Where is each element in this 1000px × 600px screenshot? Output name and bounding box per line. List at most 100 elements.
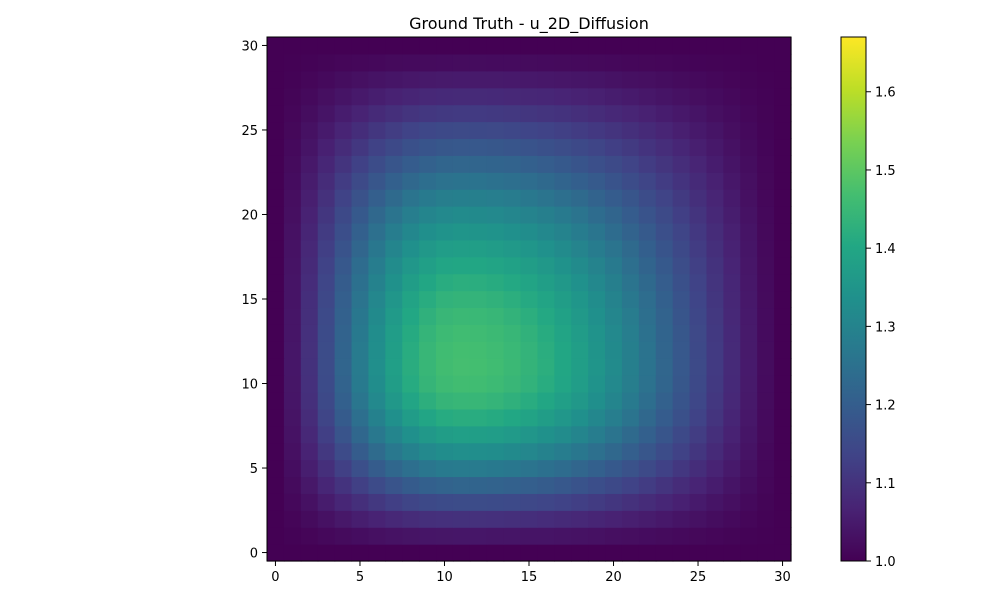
heatmap-cell bbox=[723, 290, 741, 309]
heatmap-cell bbox=[317, 290, 336, 309]
heatmap-cell bbox=[402, 222, 420, 241]
heatmap-cell bbox=[351, 189, 370, 207]
heatmap-cell bbox=[300, 391, 319, 410]
heatmap-cell bbox=[469, 256, 488, 275]
heatmap-cell bbox=[486, 155, 505, 173]
heatmap-cell bbox=[605, 70, 623, 89]
heatmap-cell bbox=[419, 510, 437, 528]
heatmap-cell bbox=[740, 104, 758, 123]
heatmap-cell bbox=[351, 155, 370, 173]
heatmap-cell bbox=[689, 53, 708, 72]
heatmap-cell bbox=[351, 53, 370, 72]
heatmap-cell bbox=[757, 222, 775, 241]
heatmap-cell bbox=[419, 358, 437, 376]
heatmap-cell bbox=[385, 37, 403, 55]
heatmap-cell bbox=[385, 375, 403, 393]
heatmap-cell bbox=[740, 476, 758, 494]
colorbar-tick-label: 1.6 bbox=[875, 86, 896, 101]
heatmap-cell bbox=[672, 290, 691, 309]
heatmap-cell bbox=[537, 87, 555, 106]
heatmap-cell bbox=[503, 53, 522, 72]
heatmap-cell bbox=[537, 527, 555, 545]
heatmap-cell bbox=[267, 87, 285, 106]
heatmap-cell bbox=[419, 87, 437, 106]
heatmap-cell bbox=[554, 527, 572, 545]
heatmap-cell bbox=[571, 104, 589, 123]
heatmap-cell bbox=[452, 172, 471, 190]
heatmap-cell bbox=[605, 391, 623, 410]
heatmap-cell bbox=[655, 87, 674, 106]
heatmap-cell bbox=[267, 138, 285, 156]
heatmap-cell bbox=[503, 189, 522, 207]
heatmap-cell bbox=[774, 87, 792, 106]
heatmap-cell bbox=[452, 155, 471, 173]
heatmap-cell bbox=[554, 476, 572, 494]
heatmap-cell bbox=[503, 307, 522, 325]
heatmap-cell bbox=[317, 273, 336, 292]
heatmap-cell bbox=[385, 53, 403, 72]
heatmap-cell bbox=[571, 459, 589, 478]
heatmap-cell bbox=[672, 544, 691, 562]
heatmap-cell bbox=[520, 172, 539, 190]
heatmap-cell bbox=[267, 307, 285, 325]
heatmap-cell bbox=[503, 273, 522, 292]
heatmap-cell bbox=[402, 121, 420, 140]
heatmap-cell bbox=[368, 87, 386, 106]
y-tick-label: 10 bbox=[241, 378, 258, 393]
x-axis: 0 5 10 15 20 25 30 bbox=[271, 561, 791, 585]
heatmap-cell bbox=[469, 510, 488, 528]
heatmap-cell bbox=[351, 70, 370, 89]
heatmap-cell bbox=[774, 138, 792, 156]
heatmap-cell bbox=[723, 53, 741, 72]
heatmap-cell bbox=[554, 256, 572, 275]
heatmap-cell bbox=[436, 442, 454, 461]
heatmap-cell bbox=[334, 104, 353, 123]
heatmap-cell bbox=[452, 239, 471, 258]
heatmap-cell bbox=[486, 87, 505, 106]
heatmap-cell bbox=[283, 138, 302, 156]
heatmap-cell bbox=[317, 442, 336, 461]
heatmap-cell bbox=[351, 510, 370, 528]
heatmap-cell bbox=[300, 408, 319, 427]
heatmap-cell bbox=[503, 358, 522, 376]
heatmap-cell bbox=[689, 290, 708, 309]
heatmap-cell bbox=[283, 408, 302, 427]
heatmap-cell bbox=[351, 391, 370, 410]
heatmap-cell bbox=[283, 121, 302, 140]
heatmap-cell bbox=[402, 104, 420, 123]
heatmap-cell bbox=[689, 493, 708, 511]
heatmap-cell bbox=[469, 222, 488, 241]
heatmap-cell bbox=[334, 375, 353, 393]
heatmap-cell bbox=[672, 408, 691, 427]
heatmap-cell bbox=[300, 155, 319, 173]
heatmap-cell bbox=[267, 408, 285, 427]
heatmap-cell bbox=[638, 189, 657, 207]
heatmap-cell bbox=[740, 189, 758, 207]
heatmap-cell bbox=[436, 104, 454, 123]
heatmap-cell bbox=[588, 37, 606, 55]
heatmap-cell bbox=[452, 358, 471, 376]
heatmap-cell bbox=[351, 324, 370, 342]
heatmap-cell bbox=[283, 172, 302, 190]
heatmap-cell bbox=[621, 256, 640, 275]
heatmap-cell bbox=[486, 425, 505, 444]
heatmap-cell bbox=[402, 138, 420, 156]
heatmap-cell bbox=[672, 206, 691, 224]
heatmap-cell bbox=[588, 324, 606, 342]
heatmap-cell bbox=[723, 375, 741, 393]
heatmap-cell bbox=[723, 324, 741, 342]
heatmap-cell bbox=[554, 172, 572, 190]
heatmap-cell bbox=[486, 121, 505, 140]
heatmap-cell bbox=[621, 121, 640, 140]
heatmap-cell bbox=[689, 307, 708, 325]
heatmap-cell bbox=[402, 53, 420, 72]
heatmap-cell bbox=[469, 459, 488, 478]
heatmap-cell bbox=[402, 442, 420, 461]
heatmap-cell bbox=[740, 172, 758, 190]
heatmap-cell bbox=[757, 510, 775, 528]
heatmap-cell bbox=[723, 273, 741, 292]
heatmap-cell bbox=[554, 37, 572, 55]
heatmap-cell bbox=[638, 408, 657, 427]
heatmap-cell bbox=[385, 290, 403, 309]
heatmap-cell bbox=[672, 37, 691, 55]
